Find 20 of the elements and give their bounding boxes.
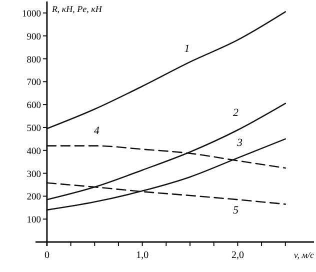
x-axis-title: v, м/с (294, 250, 314, 260)
y-tick-label: 400 (26, 146, 42, 157)
y-tick-label: 900 (26, 32, 42, 42)
y-tick-label: 300 (26, 170, 42, 180)
y-tick-label: 200 (26, 192, 42, 203)
y-tick-label: 600 (26, 101, 42, 112)
y-tick-label: 100 (26, 216, 42, 226)
y-tick-label: 1000 (22, 9, 42, 20)
y-tick-label: 700 (26, 78, 42, 88)
y-tick-label: 800 (26, 55, 42, 66)
series-label: 3 (236, 136, 243, 149)
x-tick-label: 1,0 (136, 250, 149, 261)
series-label: 1 (184, 42, 190, 55)
series-label: 2 (232, 106, 239, 119)
x-tick-label: 0 (44, 250, 50, 261)
series-label: 5 (232, 204, 239, 217)
y-axis-title: R, кН, Pe, кН (50, 4, 102, 14)
y-tick-label: 500 (26, 124, 42, 134)
series-label: 4 (94, 124, 100, 137)
x-tick-label: 2,0 (231, 250, 244, 261)
